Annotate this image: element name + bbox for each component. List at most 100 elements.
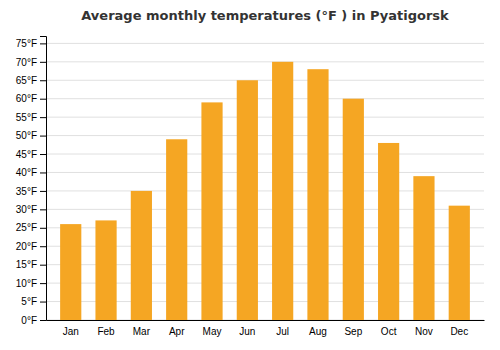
tick: 55°F (16, 112, 46, 123)
tick: Mar (133, 326, 151, 337)
tick-label: Apr (169, 326, 185, 337)
tick-mark (40, 62, 46, 63)
tick: 30°F (16, 204, 46, 215)
tick-mark (40, 172, 46, 173)
tick-label: Feb (97, 326, 115, 337)
grid-line (46, 135, 484, 136)
tick-label: 20°F (16, 241, 37, 252)
tick-label: Jan (63, 326, 79, 337)
grid-line (46, 43, 484, 44)
tick-label: 25°F (16, 222, 37, 233)
bar (449, 206, 470, 320)
tick-label: Jun (239, 326, 255, 337)
chart: 0°F 5°F 10°F 15°F 20°F 25°F 30°F 35°F 40°F 45°F 50… (0, 0, 500, 350)
tick-label: 15°F (16, 259, 37, 270)
tick-mark (40, 283, 46, 284)
tick-label: Oct (381, 326, 397, 337)
tick-label: 30°F (16, 204, 37, 215)
tick-label: Aug (309, 326, 327, 337)
tick-label: 70°F (16, 57, 37, 68)
tick-label: Nov (415, 326, 433, 337)
tick: 50°F (16, 130, 46, 141)
tick: 40°F (16, 167, 46, 178)
tick-mark (40, 209, 46, 210)
grid-line (46, 172, 484, 173)
grid (46, 43, 484, 320)
tick-label: 10°F (16, 278, 37, 289)
bar (343, 99, 364, 320)
tick: 25°F (16, 222, 46, 233)
bar (131, 191, 152, 320)
tick-mark (40, 265, 46, 266)
tick: Jun (239, 326, 255, 337)
tick-mark (40, 320, 46, 321)
tick: 15°F (16, 259, 46, 270)
grid-line (46, 98, 484, 99)
tick-mark (40, 80, 46, 81)
grid-line (46, 61, 484, 62)
tick: 65°F (16, 75, 46, 86)
bar (166, 139, 187, 320)
y-axis: 0°F 5°F 10°F 15°F 20°F 25°F 30°F 35°F 40°F 45°F 50… (16, 37, 47, 326)
tick-label: Dec (450, 326, 468, 337)
plot: 0°F 5°F 10°F 15°F 20°F 25°F 30°F 35°F 40°F 45°F 50… (16, 37, 485, 338)
tick-label: Jul (276, 326, 289, 337)
tick-mark (40, 191, 46, 192)
tick: Dec (450, 326, 468, 337)
grid-line (46, 80, 484, 81)
tick-label: 5°F (21, 296, 37, 307)
tick-label: 35°F (16, 186, 37, 197)
tick: 5°F (21, 296, 46, 307)
tick: 20°F (16, 241, 46, 252)
tick: Nov (415, 326, 433, 337)
tick-mark (40, 228, 46, 229)
axis-line (40, 37, 47, 321)
tick: Oct (381, 326, 397, 337)
tick-label: May (203, 326, 222, 337)
tick-mark (40, 154, 46, 155)
grid-line (46, 117, 484, 118)
tick-mark (40, 43, 46, 44)
tick-label: 50°F (16, 130, 37, 141)
tick: 45°F (16, 149, 46, 160)
tick-label: 55°F (16, 112, 37, 123)
bar (413, 176, 434, 320)
tick: Apr (169, 326, 185, 337)
bar (60, 224, 81, 320)
tick: Jan (63, 326, 79, 337)
x-axis: Jan Feb Mar Apr May Jun Jul Aug Sep Oct Nov Dec (47, 321, 485, 338)
tick: 70°F (16, 57, 46, 68)
tick-label: 40°F (16, 167, 37, 178)
bar (307, 69, 328, 320)
tick-mark (40, 99, 46, 100)
title: Average monthly temperatures (°F ) in Py… (81, 8, 449, 23)
tick: Feb (97, 326, 115, 337)
tick: May (203, 326, 222, 337)
bar (378, 143, 399, 320)
bar (95, 220, 116, 320)
tick-mark (40, 117, 46, 118)
tick: 35°F (16, 186, 46, 197)
tick-mark (40, 246, 46, 247)
bar (272, 62, 293, 320)
bar (237, 80, 258, 320)
bar (201, 102, 222, 320)
tick: Jul (276, 326, 289, 337)
tick-label: 0°F (21, 315, 37, 326)
tick-mark (40, 302, 46, 303)
tick-label: Sep (344, 326, 362, 337)
tick-label: 45°F (16, 149, 37, 160)
tick-label: 60°F (16, 93, 37, 104)
tick: Aug (309, 326, 327, 337)
tick-label: 75°F (16, 38, 37, 49)
tick-label: 65°F (16, 75, 37, 86)
tick: 60°F (16, 93, 46, 104)
tick-mark (40, 136, 46, 137)
tick: 0°F (21, 315, 46, 326)
tick: 75°F (16, 38, 46, 49)
tick: Sep (344, 326, 362, 337)
axis-line (47, 320, 485, 321)
bars (60, 62, 470, 320)
tick-label: Mar (133, 326, 151, 337)
grid-line (46, 154, 484, 155)
